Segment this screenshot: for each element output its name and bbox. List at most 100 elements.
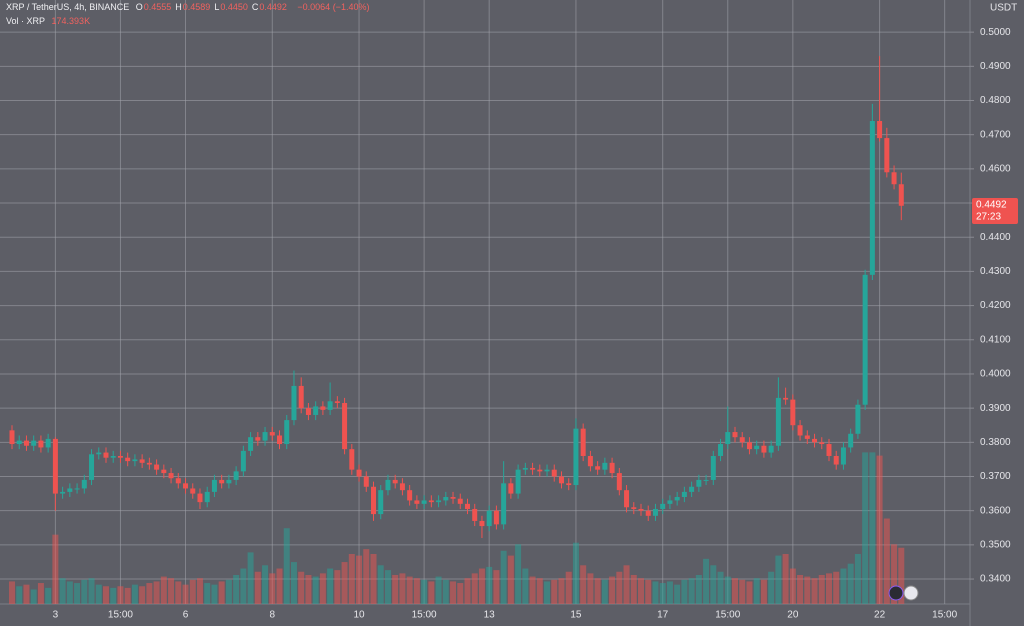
candle-body (674, 497, 680, 501)
volume-bar (23, 584, 30, 604)
candle-body (522, 467, 528, 470)
candle-body (833, 455, 839, 465)
candle-body (363, 476, 369, 487)
axis-unit: USDT (990, 3, 1017, 14)
volume-bar (609, 576, 616, 604)
candle-body (898, 184, 904, 206)
volume-bar (659, 583, 666, 604)
y-tick-label: 0.4100 (980, 334, 1011, 345)
volume-bar (9, 581, 15, 604)
candle-body (23, 440, 29, 446)
volume-bar (189, 579, 196, 604)
volume-bar (45, 587, 52, 604)
event-icon[interactable] (888, 585, 904, 601)
candle-body (587, 455, 593, 467)
candle-body (110, 455, 116, 458)
volume-bar (370, 554, 377, 604)
ohlc-value: 0.4492 (259, 2, 287, 12)
candle-body (725, 432, 731, 445)
volume-bar (37, 583, 44, 604)
candle-body (530, 467, 536, 470)
volume-bar (558, 578, 565, 604)
candle-body (356, 469, 362, 477)
candle-body (486, 510, 492, 527)
candle-body (45, 438, 51, 448)
volume-bar (88, 578, 95, 604)
volume-bar (59, 578, 66, 604)
candle-body (515, 469, 521, 494)
volume-bar (869, 452, 876, 604)
volume-bar (760, 579, 767, 604)
volume-bar (95, 584, 102, 604)
candle-body (450, 497, 456, 499)
candle-body (493, 510, 499, 525)
y-tick-label: 0.4600 (980, 164, 1011, 175)
candle-body (240, 450, 246, 472)
volume-bar (102, 586, 109, 604)
candle-body (298, 385, 304, 409)
candle-body (624, 490, 630, 508)
volume-bar (797, 574, 804, 604)
volume-bar (269, 573, 276, 604)
candle-body (609, 462, 615, 474)
candle-body (9, 430, 15, 445)
volume-bar (891, 544, 898, 604)
candle-body (667, 500, 673, 504)
y-tick-label: 0.3500 (980, 540, 1011, 551)
volume-pane (9, 452, 905, 604)
candle-body (342, 403, 348, 450)
volume-bar (428, 581, 435, 604)
candle-body (211, 479, 217, 492)
candle-body (52, 438, 58, 494)
y-tick-label: 0.3900 (980, 403, 1011, 414)
volume-bar (327, 568, 334, 604)
volume-bar (565, 571, 572, 604)
volume-bar (500, 550, 507, 604)
y-tick-label: 0.5000 (980, 27, 1011, 38)
volume-bar (529, 576, 536, 604)
candle-body (168, 473, 174, 479)
volume-bar (464, 578, 471, 604)
candle-body (746, 442, 752, 450)
volume-bar (818, 574, 825, 604)
volume-bar (688, 578, 695, 604)
volume-bar (507, 555, 514, 604)
volume-bar (384, 570, 391, 604)
volume-bar (840, 568, 847, 604)
candle-body (132, 459, 138, 462)
volume-bar (522, 568, 529, 604)
candle-body (660, 503, 666, 509)
volume-bar (348, 554, 355, 604)
volume-bar (435, 576, 442, 604)
candle-body (219, 479, 225, 484)
volume-bar (623, 565, 630, 604)
volume-bar (825, 573, 832, 604)
candle-body (768, 445, 774, 453)
candle-body (67, 488, 73, 492)
change: −0.0064 (−1.40%) (297, 2, 370, 12)
y-tick-label: 0.3800 (980, 437, 1011, 448)
volume-bar (847, 563, 854, 604)
flag-icon[interactable] (903, 585, 919, 601)
x-tick-label: 22 (874, 610, 886, 621)
volume-bar (493, 570, 500, 604)
candle-body (226, 479, 232, 484)
candle-body (16, 440, 22, 445)
ohlc-label: C (251, 2, 259, 12)
volume-bar (341, 562, 348, 604)
volume-bar (81, 579, 88, 604)
candle-body (407, 490, 413, 501)
volume-bar (305, 574, 312, 604)
volume-bar (804, 576, 811, 604)
volume-bar (334, 570, 341, 604)
candle-body (710, 455, 716, 480)
candle-body (269, 432, 275, 436)
candle-body (732, 432, 738, 438)
volume-bar (551, 579, 558, 604)
x-tick-label: 3 (53, 610, 59, 621)
x-tick-label: 15:00 (932, 610, 957, 621)
candle-body (703, 479, 709, 481)
candle-body (783, 397, 789, 400)
volume-bar (233, 574, 240, 604)
candle-body (761, 445, 767, 453)
